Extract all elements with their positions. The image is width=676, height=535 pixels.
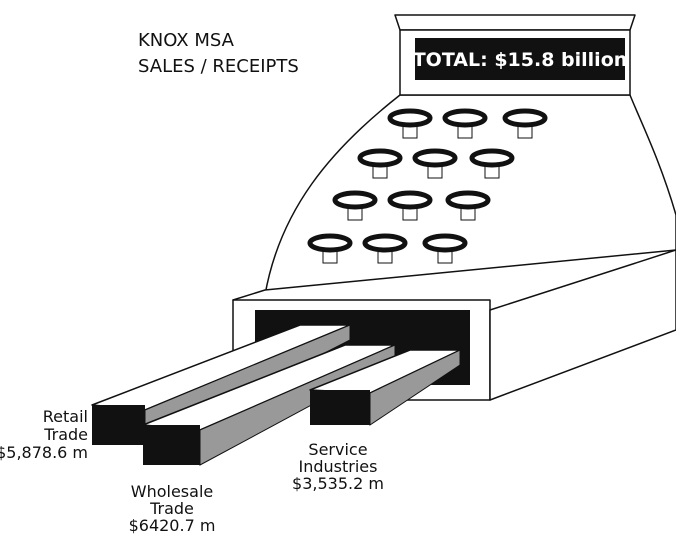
drawer-label: Trade <box>149 499 194 518</box>
drawer-label: Retail <box>43 407 88 426</box>
drawers <box>91 324 461 466</box>
drawer-value: $5,878.6 m <box>0 443 88 462</box>
key <box>357 148 403 168</box>
drawer-label: Trade <box>43 425 88 444</box>
drawer-label: Wholesale <box>131 482 213 501</box>
key <box>412 148 458 168</box>
key <box>469 148 515 168</box>
title-line: KNOX MSA <box>138 30 235 51</box>
key <box>307 233 353 253</box>
drawer-label: Industries <box>299 457 378 476</box>
key <box>445 190 491 210</box>
title-line: SALES / RECEIPTS <box>138 56 299 77</box>
key <box>332 190 378 210</box>
key <box>442 108 488 128</box>
total: TOTAL: $15.8 billion <box>413 49 628 71</box>
key <box>502 108 548 128</box>
drawer-label: Service <box>308 440 367 459</box>
drawer-value: $3,535.2 m <box>292 474 384 493</box>
keys <box>307 108 548 264</box>
key <box>422 233 468 253</box>
key <box>387 108 433 128</box>
key <box>387 190 433 210</box>
key <box>362 233 408 253</box>
drawer-value: $6420.7 m <box>129 516 216 535</box>
